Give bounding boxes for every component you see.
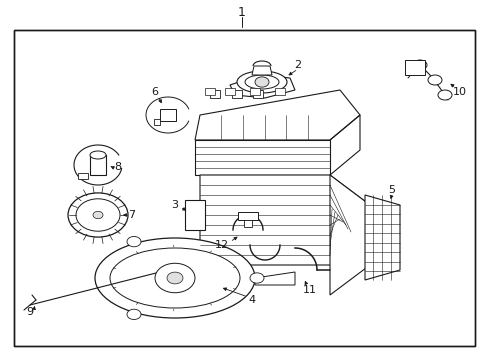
Polygon shape bbox=[404, 60, 424, 75]
Text: 9: 9 bbox=[26, 307, 34, 317]
Text: 3: 3 bbox=[171, 200, 178, 210]
Polygon shape bbox=[200, 175, 369, 265]
Polygon shape bbox=[224, 88, 235, 95]
Polygon shape bbox=[251, 66, 271, 75]
Polygon shape bbox=[90, 155, 106, 175]
Polygon shape bbox=[154, 119, 160, 125]
Polygon shape bbox=[14, 30, 474, 346]
Circle shape bbox=[127, 309, 141, 320]
Circle shape bbox=[249, 273, 264, 283]
Circle shape bbox=[155, 263, 195, 293]
Text: 11: 11 bbox=[303, 285, 316, 295]
Text: 5: 5 bbox=[387, 185, 395, 195]
Polygon shape bbox=[244, 220, 251, 227]
Text: 12: 12 bbox=[215, 240, 228, 250]
Ellipse shape bbox=[110, 248, 240, 308]
Bar bbox=[209, 90, 220, 98]
Text: 10: 10 bbox=[452, 87, 466, 97]
Polygon shape bbox=[238, 212, 258, 220]
Ellipse shape bbox=[90, 151, 106, 159]
Text: 7: 7 bbox=[128, 210, 135, 220]
Text: 1: 1 bbox=[238, 5, 245, 18]
Circle shape bbox=[93, 211, 103, 219]
Ellipse shape bbox=[412, 60, 426, 70]
Ellipse shape bbox=[244, 75, 279, 89]
Polygon shape bbox=[195, 90, 359, 140]
Polygon shape bbox=[274, 88, 285, 95]
Polygon shape bbox=[229, 75, 294, 98]
Circle shape bbox=[76, 199, 120, 231]
Polygon shape bbox=[254, 272, 294, 285]
Text: 6: 6 bbox=[151, 87, 158, 97]
Ellipse shape bbox=[437, 90, 451, 100]
Polygon shape bbox=[204, 88, 215, 95]
Circle shape bbox=[167, 272, 183, 284]
Circle shape bbox=[254, 77, 268, 87]
Ellipse shape bbox=[427, 75, 441, 85]
Text: 8: 8 bbox=[114, 162, 122, 172]
Ellipse shape bbox=[237, 71, 286, 93]
Polygon shape bbox=[249, 88, 260, 95]
Circle shape bbox=[68, 193, 128, 237]
Polygon shape bbox=[364, 195, 399, 280]
Polygon shape bbox=[195, 140, 329, 175]
Text: 2: 2 bbox=[294, 60, 301, 70]
Ellipse shape bbox=[95, 238, 254, 318]
Circle shape bbox=[127, 237, 141, 247]
Text: 4: 4 bbox=[248, 295, 255, 305]
Bar bbox=[252, 90, 263, 98]
Polygon shape bbox=[160, 109, 176, 121]
Bar bbox=[231, 90, 242, 98]
Polygon shape bbox=[78, 173, 88, 179]
Polygon shape bbox=[329, 175, 369, 295]
Polygon shape bbox=[184, 200, 204, 230]
